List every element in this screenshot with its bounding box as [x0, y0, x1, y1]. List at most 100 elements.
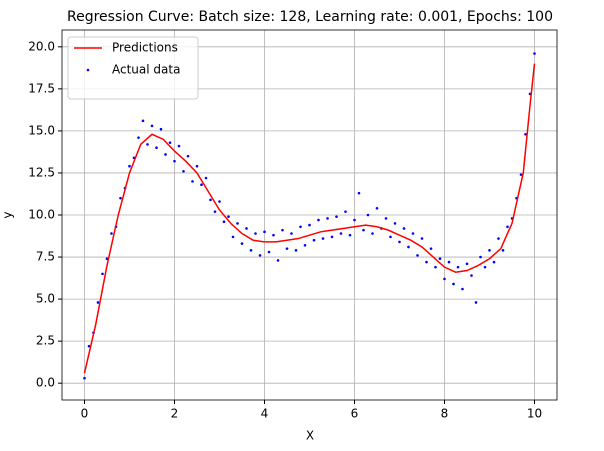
data-point: [245, 227, 248, 230]
data-point: [87, 344, 91, 348]
data-point: [488, 249, 491, 252]
y-tick-label: 15.0: [28, 123, 55, 137]
data-point: [236, 222, 239, 225]
data-point: [335, 215, 338, 218]
data-point: [263, 230, 266, 234]
data-point: [308, 223, 311, 227]
data-point: [96, 301, 100, 304]
data-point: [447, 260, 451, 264]
data-point: [402, 227, 406, 230]
data-point: [186, 154, 190, 158]
data-point: [159, 127, 163, 131]
data-point: [366, 213, 370, 217]
data-point: [177, 144, 181, 148]
data-point: [128, 164, 131, 168]
y-tick-label: 5.0: [36, 292, 55, 306]
x-tick-label: 2: [171, 407, 179, 421]
legend-label: Actual data: [112, 63, 180, 77]
data-point: [272, 233, 275, 237]
data-point: [474, 301, 478, 304]
data-point: [357, 191, 361, 195]
y-tick-label: 7.5: [36, 250, 55, 264]
prediction-line: [83, 63, 536, 374]
data-point: [339, 232, 343, 235]
data-point: [240, 242, 244, 245]
data-point: [209, 198, 212, 202]
data-point: [173, 159, 176, 163]
data-point: [407, 245, 410, 249]
data-point: [429, 247, 433, 250]
data-point: [483, 265, 487, 269]
data-point: [317, 218, 320, 222]
data-point: [416, 254, 419, 257]
data-point: [456, 265, 460, 269]
data-point: [276, 259, 280, 262]
data-point: [452, 282, 455, 286]
data-point: [524, 132, 527, 136]
y-tick-label: 17.5: [28, 81, 55, 95]
x-axis-label: X: [306, 429, 314, 443]
data-point: [533, 52, 536, 55]
legend-box: [67, 36, 199, 100]
data-point: [294, 249, 298, 252]
data-point: [182, 169, 185, 173]
data-point: [326, 217, 329, 220]
data-point: [470, 274, 473, 277]
data-point: [141, 119, 145, 123]
data-point: [312, 238, 316, 242]
data-point: [83, 376, 86, 380]
y-tick-label: 12.5: [28, 165, 55, 179]
data-point: [249, 249, 253, 252]
y-tick-label: 0.0: [36, 376, 55, 390]
y-axis-label: y: [1, 211, 15, 218]
data-point: [168, 141, 172, 144]
data-point: [371, 232, 374, 235]
y-tick-label: 20.0: [28, 39, 55, 53]
data-point: [425, 260, 428, 264]
data-point: [344, 210, 347, 213]
data-point: [200, 183, 203, 187]
data-point: [384, 217, 388, 220]
data-point: [254, 232, 257, 235]
data-point: [375, 206, 379, 210]
data-point: [218, 200, 221, 203]
data-point: [330, 235, 334, 239]
data-point: [501, 249, 505, 252]
data-point: [303, 243, 307, 247]
data-point: [281, 228, 284, 232]
x-tick-label: 8: [441, 407, 449, 421]
data-point: [411, 232, 415, 235]
data-point: [438, 257, 442, 261]
data-point: [389, 235, 392, 239]
data-point: [420, 237, 424, 240]
y-tick-label: 10.0: [28, 208, 55, 222]
x-tick-label: 4: [261, 407, 269, 421]
data-point: [164, 153, 167, 156]
data-point: [191, 180, 194, 183]
legend: Predictions Actual data: [67, 36, 199, 100]
data-point: [119, 196, 122, 200]
data-point: [492, 260, 496, 264]
chart-title: Regression Curve: Batch size: 128, Learn…: [67, 9, 553, 25]
data-point: [227, 215, 230, 218]
data-point: [195, 164, 199, 168]
data-point: [353, 218, 356, 222]
data-point: [222, 220, 226, 224]
data-point: [213, 210, 217, 213]
data-point: [146, 143, 149, 146]
data-point: [137, 136, 140, 139]
data-point: [497, 237, 500, 240]
data-point: [519, 173, 523, 176]
data-point: [479, 255, 482, 259]
data-point: [465, 262, 469, 266]
y-tick-label: 2.5: [36, 334, 55, 348]
x-tick-label: 10: [527, 407, 542, 421]
data-point: [204, 176, 208, 180]
data-point: [110, 232, 113, 235]
data-point: [299, 225, 302, 229]
data-point: [362, 228, 365, 232]
data-point: [434, 265, 437, 269]
data-point: [321, 237, 325, 240]
data-point: [231, 235, 235, 239]
